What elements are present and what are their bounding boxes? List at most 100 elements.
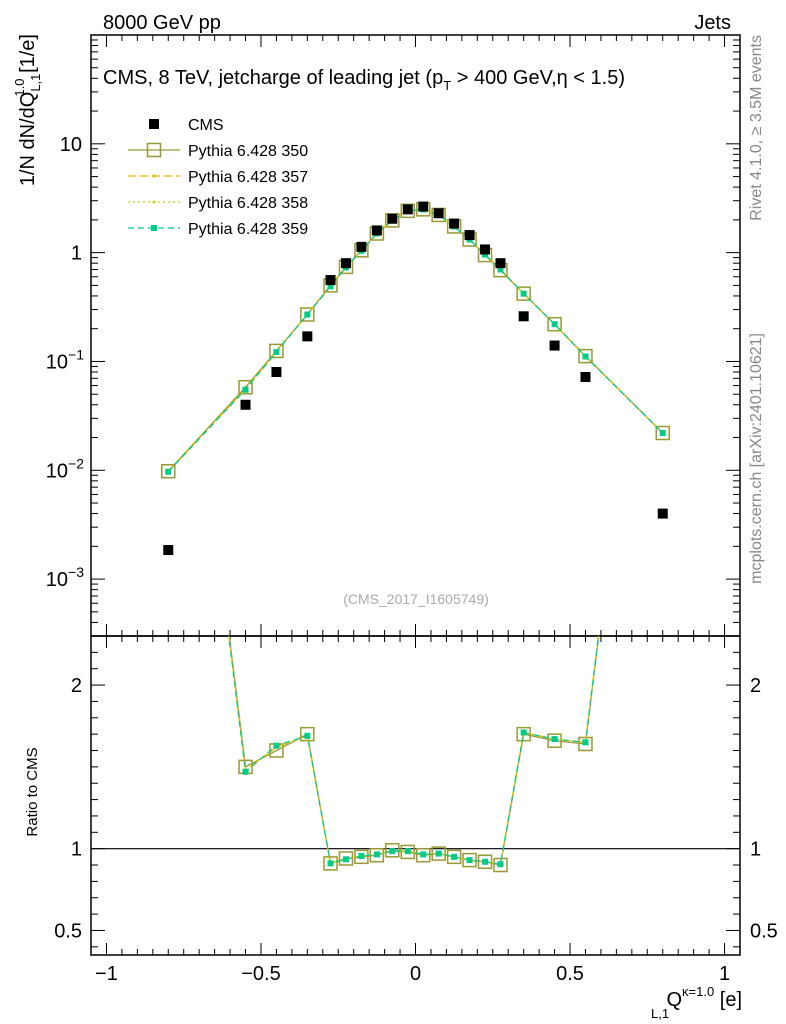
ratio-point-2 bbox=[167, 144, 170, 147]
cms-data-point bbox=[418, 201, 429, 212]
series-point-4 bbox=[482, 251, 489, 258]
series-point-1 bbox=[578, 348, 593, 364]
series-line-4 bbox=[167, 208, 664, 473]
cms-data-point bbox=[433, 208, 444, 219]
ratio-tick-label-right: 0.5 bbox=[750, 920, 778, 942]
cms-data-point bbox=[464, 230, 475, 241]
series-point-4 bbox=[327, 283, 334, 290]
series-point-1 bbox=[516, 286, 531, 301]
rivet-side-text: Rivet 4.1.0, ≥ 3.5M events bbox=[748, 35, 765, 221]
series-point-1 bbox=[300, 307, 315, 322]
y-tick-exponent: −2 bbox=[68, 455, 84, 471]
xlabel-sub: L,1 bbox=[651, 1006, 669, 1021]
cms-data-point bbox=[580, 371, 591, 382]
ratio-point-4 bbox=[451, 853, 458, 860]
x-tick-label: −1 bbox=[95, 963, 118, 985]
ratio-point-1 bbox=[477, 854, 493, 870]
cms-data-point bbox=[657, 508, 668, 519]
xlabel-sup: κ=1.0 bbox=[682, 984, 714, 999]
y-tick-label: 10−1 bbox=[46, 346, 84, 373]
legend: CMS Pythia 6.428 350 Pythia 6.428 357 Pythi… bbox=[128, 117, 308, 238]
series-point-1 bbox=[655, 425, 670, 441]
ratio-point-4 bbox=[373, 851, 380, 858]
ratio-point-4 bbox=[242, 768, 249, 775]
ratio-point-4 bbox=[582, 739, 589, 746]
ratio-point-1 bbox=[462, 852, 477, 868]
y-tick-label: 10−2 bbox=[46, 455, 84, 482]
ylabel-post: [1/e] bbox=[17, 34, 39, 78]
ratio-point-4 bbox=[551, 736, 558, 743]
legend-marker-cms bbox=[149, 119, 159, 129]
ratio-point-4 bbox=[165, 142, 171, 148]
ratio-plot-frame bbox=[90, 635, 741, 956]
y-tick-exponent: −1 bbox=[68, 346, 84, 362]
ratio-point-4 bbox=[404, 848, 411, 855]
x-axis-label: Qκ=1.0 [e] bbox=[666, 984, 742, 1011]
legend-marker-2 bbox=[152, 174, 156, 178]
ratio-point-4 bbox=[520, 729, 527, 736]
cms-data-point bbox=[387, 213, 398, 224]
cms-data-point bbox=[240, 399, 251, 410]
ratio-line-4 bbox=[228, 636, 600, 865]
ratio-tick-label-left: 0.5 bbox=[54, 920, 82, 942]
y-tick-label: 10 bbox=[60, 134, 82, 156]
ratio-point-1 bbox=[446, 849, 462, 865]
cms-data-point bbox=[356, 241, 367, 252]
series-point-4 bbox=[659, 430, 666, 437]
ratio-point-1 bbox=[323, 856, 338, 871]
legend-label: Pythia 6.428 358 bbox=[188, 195, 308, 212]
series-point-4 bbox=[273, 349, 280, 356]
series-point-4 bbox=[165, 468, 172, 475]
ratio-point-3 bbox=[661, 111, 664, 114]
series-point-1 bbox=[238, 379, 253, 395]
series-point-4 bbox=[242, 386, 249, 393]
main-plot-series bbox=[161, 201, 670, 556]
cms-data-point bbox=[449, 218, 460, 229]
y-tick-label: 1 bbox=[71, 243, 82, 265]
ratio-point-2 bbox=[661, 111, 664, 114]
series-line-2 bbox=[167, 208, 664, 473]
x-tick-label: −0.5 bbox=[241, 963, 280, 985]
cms-data-point bbox=[163, 545, 174, 556]
legend-label: CMS bbox=[188, 117, 224, 134]
x-tick-label: 0 bbox=[410, 963, 421, 985]
title-rest: > 400 GeV,η < 1.5) bbox=[451, 67, 625, 89]
legend-label: Pythia 6.428 359 bbox=[188, 221, 308, 238]
ratio-point-1 bbox=[547, 733, 562, 748]
ratio-tick-label-left: 1 bbox=[71, 839, 82, 861]
ratio-point-4 bbox=[327, 860, 334, 867]
series-point-1 bbox=[547, 316, 562, 332]
y-axis-label: 1/N dN/dQL,11.0 [1/e] bbox=[12, 34, 43, 186]
y-tick-base: 10 bbox=[46, 569, 68, 591]
legend-label: Pythia 6.428 357 bbox=[188, 169, 308, 186]
y-tick-exponent: −3 bbox=[68, 564, 84, 580]
series-point-4 bbox=[304, 311, 311, 318]
cms-data-point bbox=[402, 204, 413, 215]
cms-data-point bbox=[495, 258, 506, 269]
ratio-point-4 bbox=[273, 742, 280, 749]
ylabel-pre: 1/N dN/dQ bbox=[17, 92, 39, 186]
y-tick-base: 10 bbox=[46, 351, 68, 373]
series-point-4 bbox=[582, 353, 589, 360]
ratio-point-4 bbox=[304, 732, 311, 739]
cms-data-point bbox=[480, 244, 491, 255]
analysis-watermark: (CMS_2017_I1605749) bbox=[343, 591, 489, 607]
ratio-point-4 bbox=[358, 853, 365, 860]
cms-data-point bbox=[325, 275, 336, 286]
mcplots-side-text: mcplots.cern.ch [arXiv:2401.10621] bbox=[748, 333, 765, 584]
series-point-4 bbox=[520, 290, 527, 297]
xlabel-pre: Q bbox=[666, 989, 682, 1011]
legend-label: Pythia 6.428 350 bbox=[188, 143, 308, 160]
ratio-point-4 bbox=[482, 858, 489, 865]
ratio-point-1 bbox=[300, 726, 315, 742]
series-point-4 bbox=[497, 266, 504, 273]
ratio-point-4 bbox=[342, 856, 349, 863]
series-point-4 bbox=[551, 321, 558, 328]
series-point-1 bbox=[269, 343, 284, 359]
ratio-point-1 bbox=[493, 857, 508, 873]
y-tick-base: 10 bbox=[46, 460, 68, 482]
ratio-y-axis-label: Ratio to CMS bbox=[24, 747, 41, 836]
axis-ticks bbox=[91, 34, 740, 955]
